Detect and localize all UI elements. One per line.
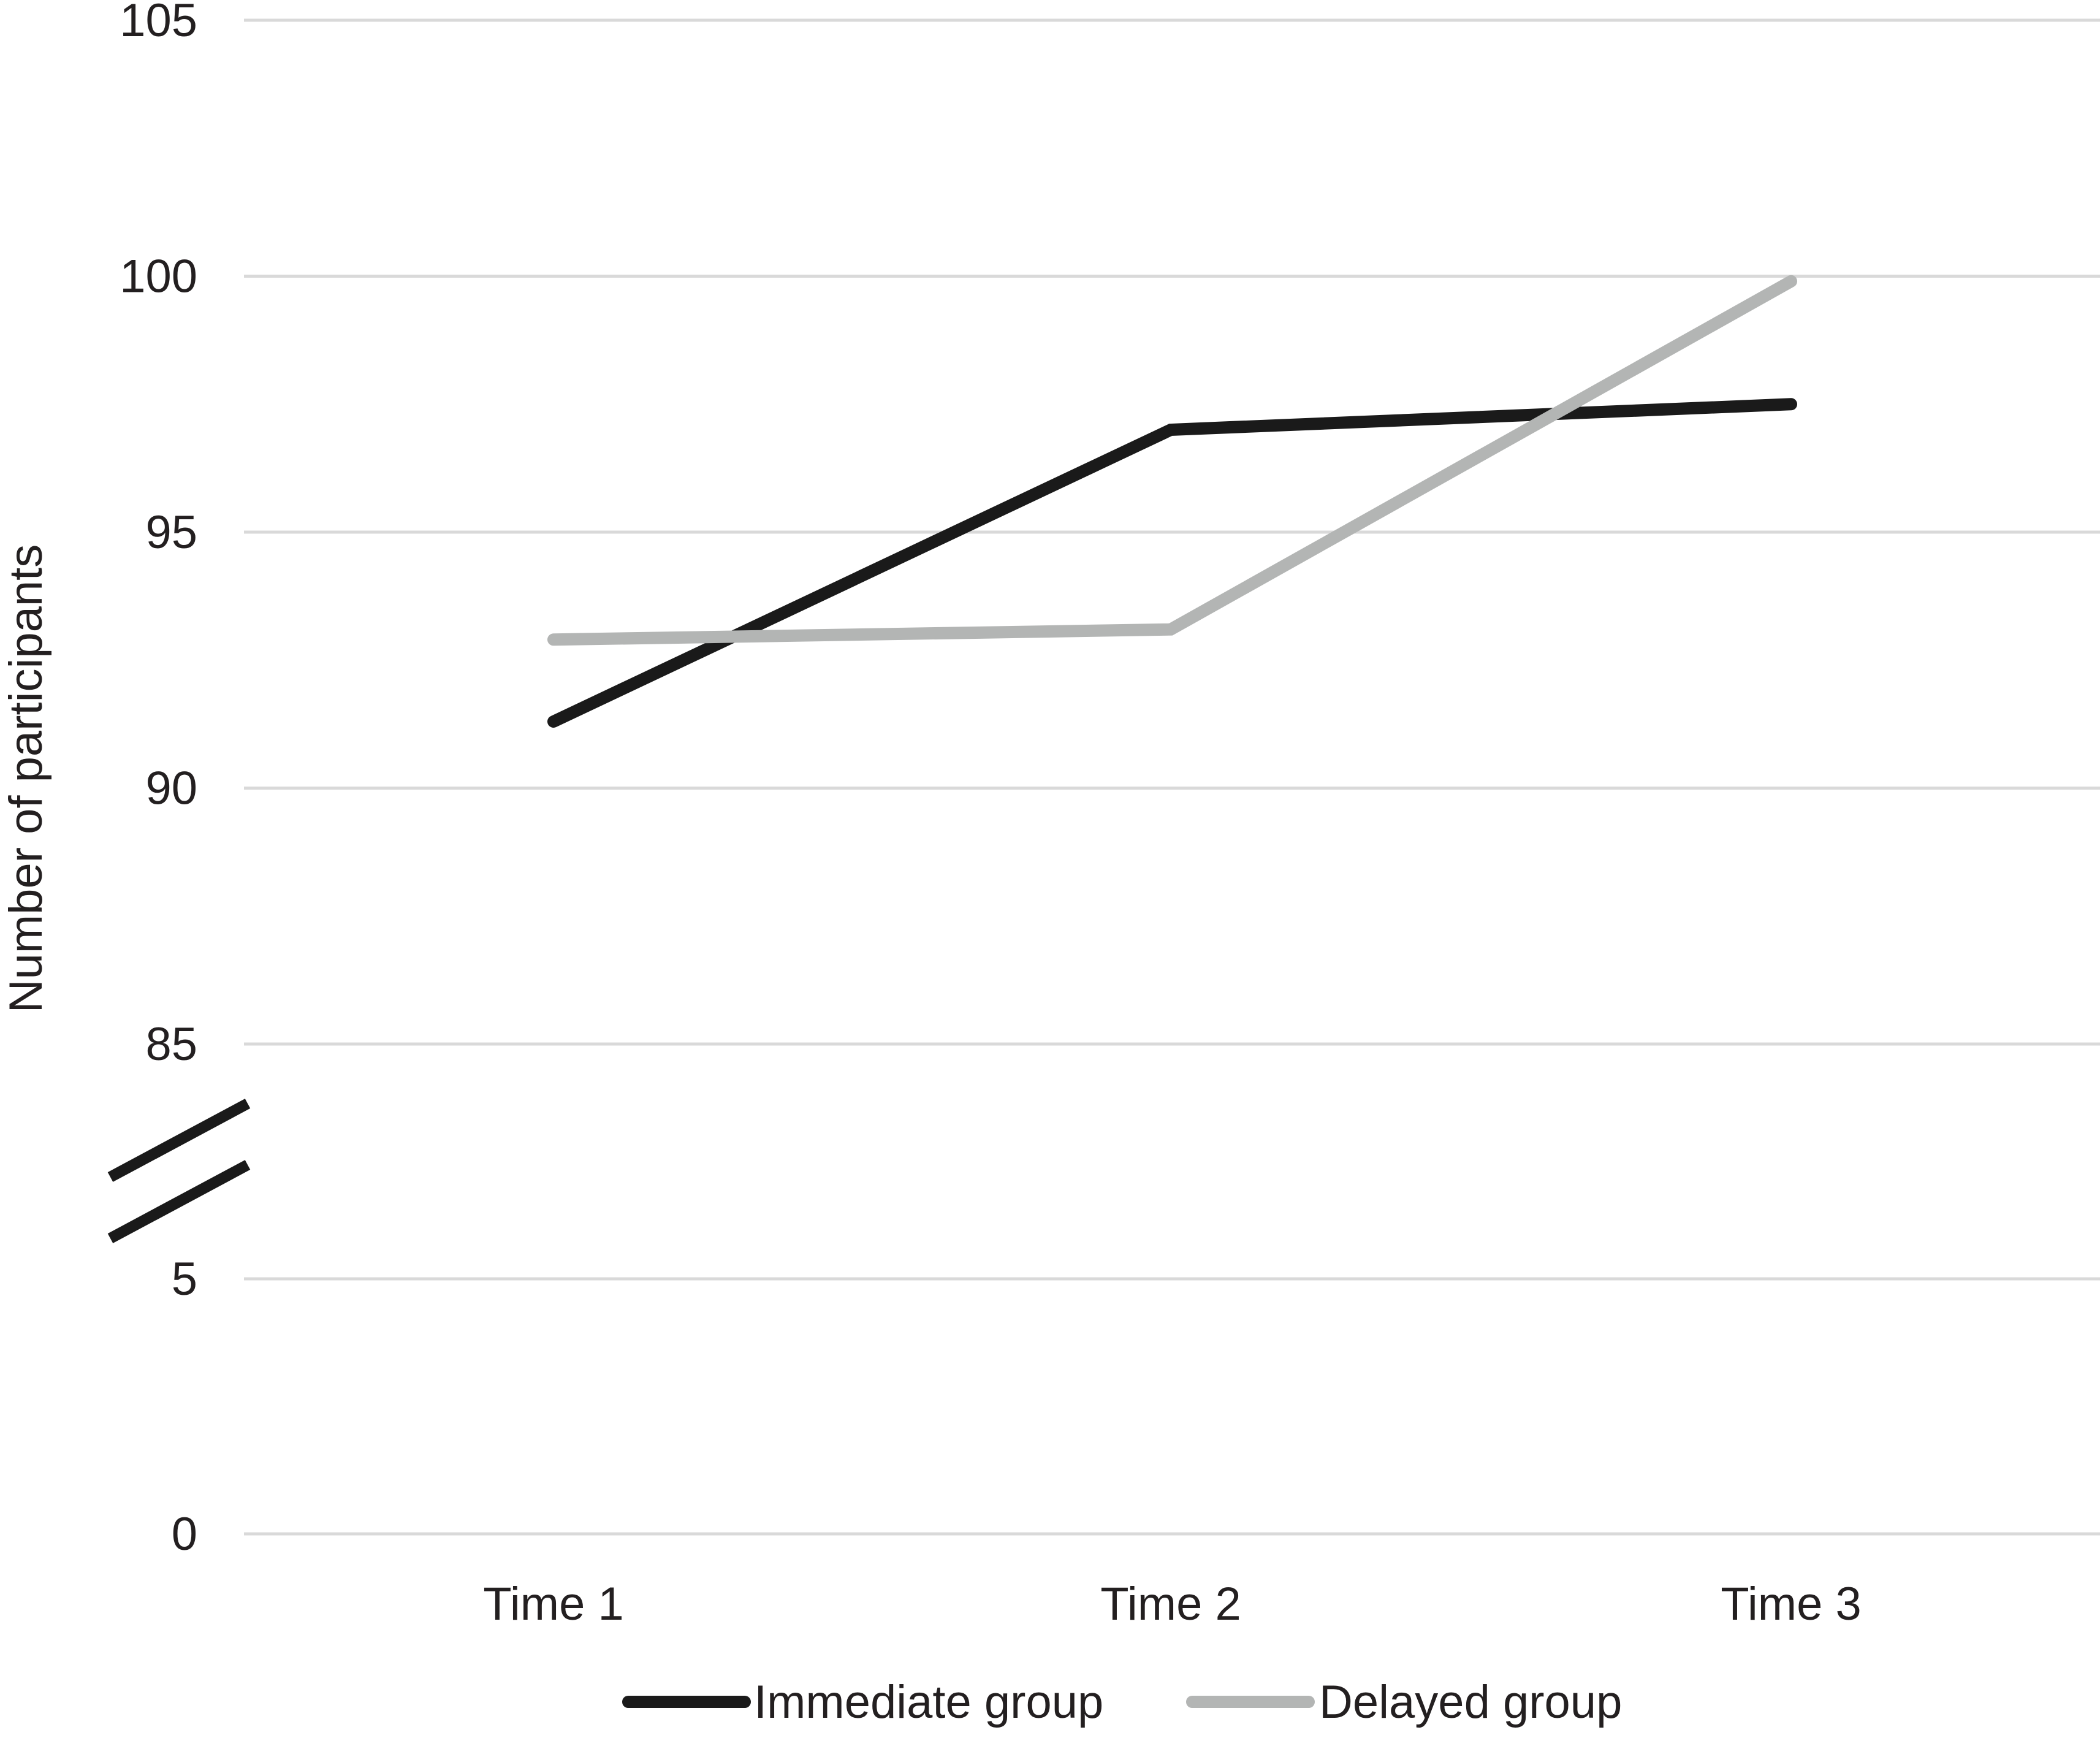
x-tick-labels: Time 1 Time 2 Time 3	[483, 1578, 1861, 1630]
axis-break-mark	[107, 1099, 251, 1243]
y-tick-labels: 85 90 95 100 105 0 5	[120, 0, 197, 1560]
x-tick-label: Time 2	[1100, 1578, 1241, 1630]
gridlines	[244, 18, 2100, 1536]
axis-break-line	[107, 1099, 251, 1182]
x-tick-label: Time 1	[483, 1578, 623, 1630]
series-line-1	[547, 275, 1797, 646]
y-axis-label: Number of participants	[0, 544, 52, 1013]
legend-label: Delayed group	[1319, 1676, 1622, 1728]
series-lines	[547, 275, 1797, 728]
y-tick-label: 95	[145, 506, 197, 558]
y-tick-label: 90	[145, 763, 197, 815]
legend: Immediate group Delayed group	[622, 1676, 1622, 1728]
y-tick-label: 100	[120, 251, 197, 303]
y-tick-label: 0	[172, 1508, 197, 1560]
y-tick-label: 5	[172, 1253, 197, 1305]
axis-break-line	[107, 1160, 251, 1243]
series-line-0	[547, 398, 1797, 728]
y-tick-label: 85	[145, 1018, 197, 1070]
x-tick-label: Time 3	[1721, 1578, 1861, 1630]
legend-label: Immediate group	[754, 1676, 1103, 1728]
y-tick-label: 105	[120, 0, 197, 47]
